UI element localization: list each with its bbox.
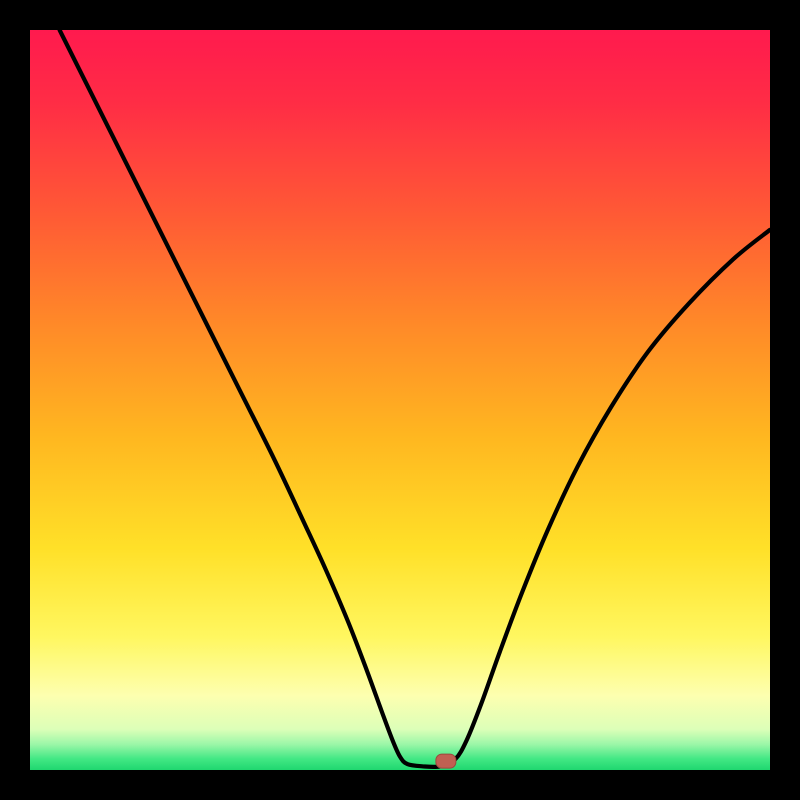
chart-svg: [0, 0, 800, 800]
plot-background: [30, 30, 770, 770]
chart-stage: TheBottleneck.com: [0, 0, 800, 800]
bottleneck-marker: [436, 754, 456, 768]
